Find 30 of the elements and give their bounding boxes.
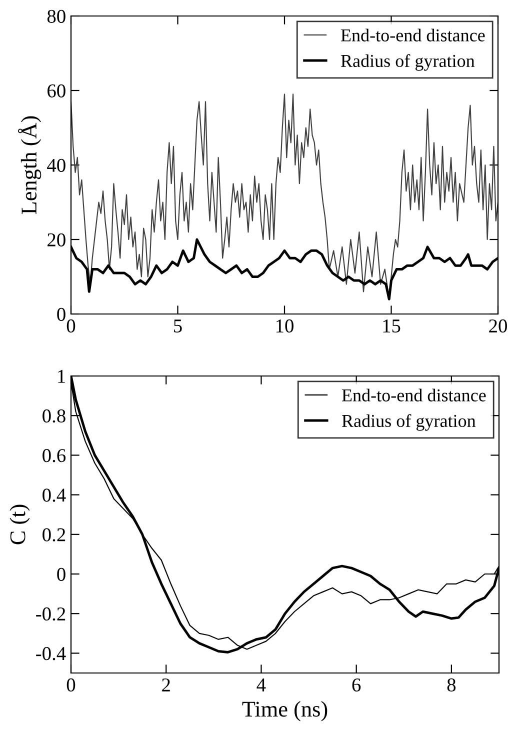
y-tick-label: 0.4 [42, 488, 66, 502]
x-tick-label: 15 [383, 320, 400, 333]
y-tick-label: -0.4 [36, 647, 66, 660]
x-tick-label: 8 [447, 678, 456, 692]
y-tick-label: 40 [47, 158, 66, 172]
y-tick-label: 80 [47, 10, 66, 23]
x-tick-label: 5 [174, 320, 182, 333]
y-tick-label: 0.2 [42, 528, 66, 542]
legend-label: End-to-end distance [342, 388, 486, 402]
x-tick-label: 0 [66, 678, 76, 692]
y-tick-label: 60 [48, 84, 66, 98]
y-tick-label: -0.2 [36, 607, 66, 621]
legend-label: Radius of gyration [342, 414, 476, 431]
y-tick-label: 1 [58, 370, 65, 383]
y-axis-title: C (t) [10, 504, 30, 544]
x-tick-label: 10 [276, 319, 294, 333]
x-tick-label: 20 [489, 319, 507, 333]
x-tick-label: 0 [66, 319, 76, 333]
y-tick-label: 0 [57, 308, 66, 321]
y-tick-label: 0 [57, 568, 66, 581]
legend-label: Radius of gyration [340, 54, 475, 71]
x-tick-label: 2 [162, 678, 170, 692]
y-axis-title: Length (Å) [18, 116, 42, 214]
y-tick-label: 0.6 [42, 449, 66, 462]
x-axis-title: Time (ns) [242, 701, 328, 722]
x-tick-label: 6 [352, 678, 361, 692]
y-tick-label: 0.8 [42, 409, 66, 423]
x-tick-label: 4 [256, 678, 266, 692]
legend-label: End-to-end distance [340, 28, 485, 42]
y-tick-label: 20 [48, 233, 66, 246]
